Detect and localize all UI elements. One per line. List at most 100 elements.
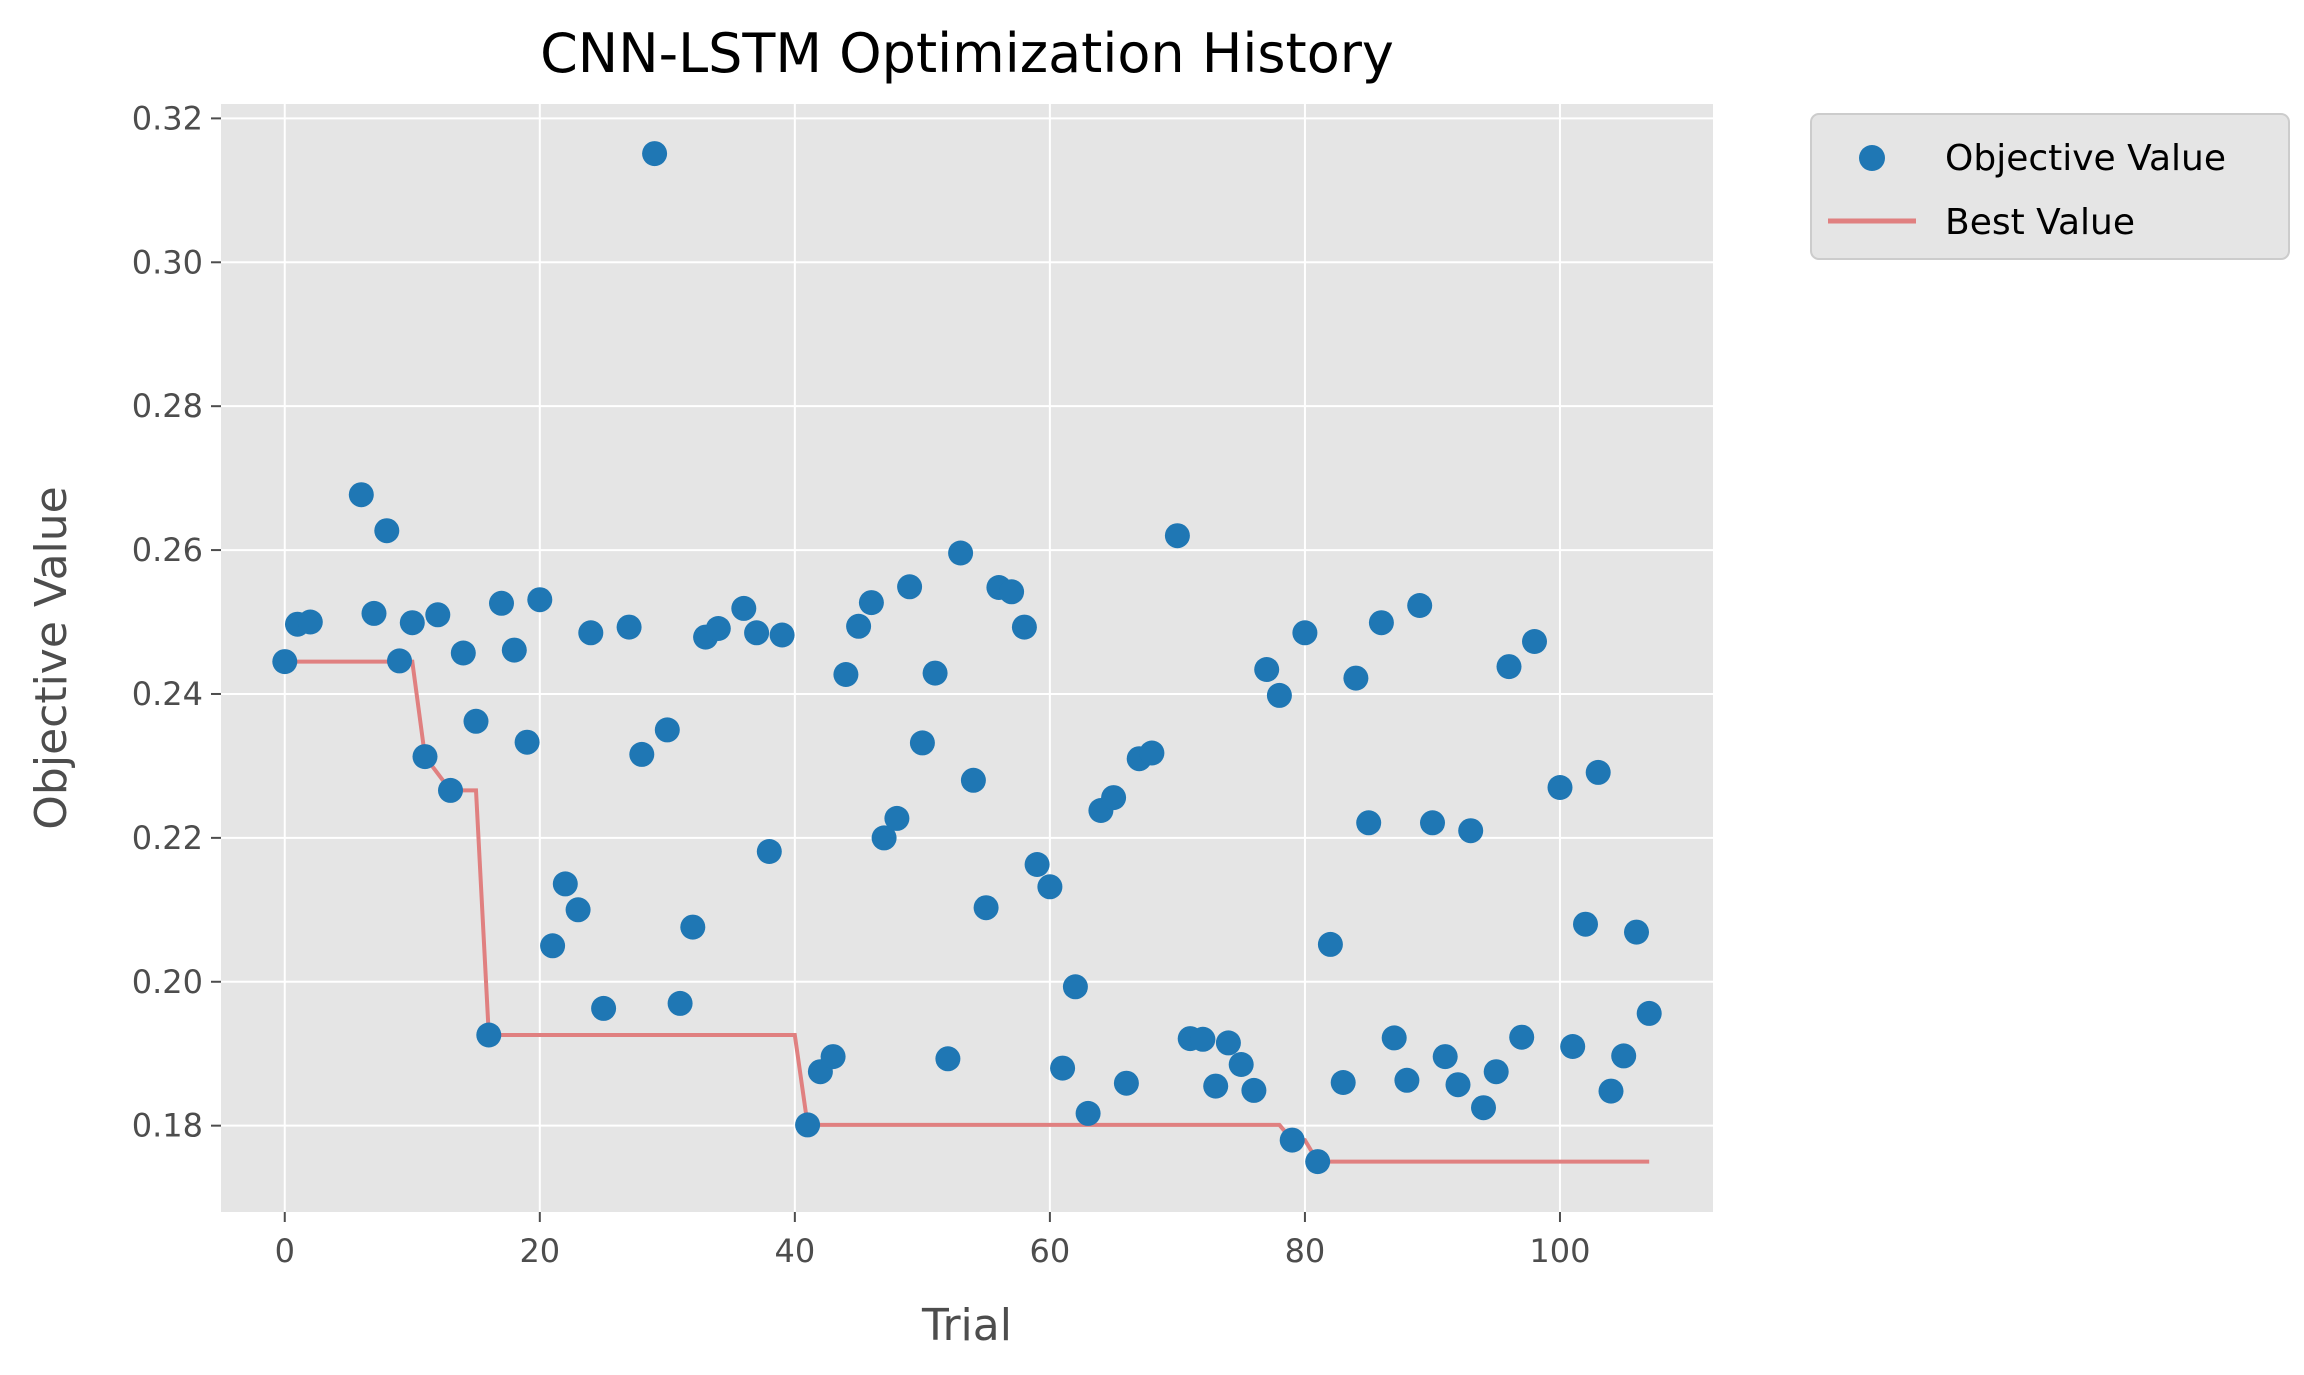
objective-point: [387, 648, 412, 674]
objective-point: [463, 708, 489, 734]
objective-points-layer: [272, 141, 1662, 1175]
objective-point: [858, 590, 884, 616]
objective-point: [501, 637, 527, 663]
grid-lines: [221, 104, 1713, 1212]
objective-point: [948, 540, 974, 566]
objective-point: [1113, 1070, 1139, 1096]
objective-point: [297, 609, 323, 635]
objective-point: [1368, 610, 1394, 636]
legend-label-best-value: Best Value: [1945, 202, 2135, 243]
objective-point: [1611, 1043, 1637, 1069]
objective-point: [1407, 593, 1433, 618]
objective-point: [705, 616, 731, 641]
objective-point: [731, 595, 757, 621]
objective-point: [1381, 1025, 1407, 1051]
objective-point: [1496, 654, 1522, 680]
objective-point: [935, 1046, 961, 1072]
objective-point: [922, 660, 948, 686]
objective-point: [1343, 665, 1369, 691]
objective-point: [897, 574, 923, 600]
objective-point: [667, 990, 693, 1016]
objective-point: [629, 741, 655, 767]
chart-title: CNN-LSTM Optimization History: [540, 22, 1394, 85]
y-tick-label: 0.26: [132, 531, 203, 569]
objective-point: [999, 579, 1025, 605]
objective-point: [1292, 620, 1318, 646]
objective-point: [1636, 1000, 1662, 1026]
objective-point: [1254, 657, 1280, 682]
objective-point: [744, 620, 770, 646]
objective-point: [1598, 1078, 1624, 1104]
x-tick-label: 20: [519, 1232, 560, 1270]
legend-label-objective-value: Objective Value: [1945, 138, 2226, 179]
y-tick-label: 0.18: [132, 1107, 203, 1145]
objective-point: [578, 620, 604, 646]
legend: Objective Value Best Value: [1810, 113, 2290, 260]
objective-point: [833, 662, 859, 687]
objective-point: [1560, 1034, 1586, 1059]
objective-point: [1356, 810, 1382, 836]
objective-point: [1062, 974, 1088, 1000]
objective-point: [654, 717, 680, 743]
objective-point: [374, 518, 400, 544]
objective-point: [642, 141, 668, 167]
objective-point: [680, 914, 706, 940]
objective-point: [514, 729, 540, 755]
objective-point: [1266, 682, 1292, 708]
objective-point: [1547, 775, 1573, 800]
y-tick-label: 0.30: [132, 243, 203, 281]
y-tick-label: 0.20: [132, 963, 203, 1001]
objective-point: [476, 1022, 502, 1048]
objective-point: [871, 825, 897, 851]
x-tick-label: 100: [1529, 1232, 1590, 1270]
objective-point: [1203, 1073, 1229, 1099]
objective-point: [1215, 1030, 1241, 1056]
y-tick-label: 0.22: [132, 819, 203, 857]
y-tick-label: 0.28: [132, 387, 203, 425]
objective-point: [1037, 874, 1063, 900]
x-tick-label: 40: [774, 1232, 815, 1270]
objective-point: [1394, 1067, 1420, 1093]
objective-point: [1509, 1024, 1535, 1050]
x-tick-label: 0: [275, 1232, 295, 1270]
objective-point: [884, 805, 910, 831]
objective-point: [399, 610, 425, 636]
objective-point: [756, 839, 782, 864]
objective-point: [1445, 1072, 1471, 1098]
objective-point: [591, 995, 617, 1021]
objective-point: [795, 1112, 821, 1138]
objective-point: [616, 614, 642, 640]
objective-point: [1024, 852, 1050, 877]
objective-point: [820, 1044, 846, 1070]
objective-point: [1585, 759, 1611, 785]
objective-point: [565, 897, 591, 923]
objective-point: [348, 482, 374, 508]
objective-point: [412, 744, 438, 770]
objective-point: [1458, 818, 1484, 844]
objective-point: [1330, 1070, 1356, 1095]
objective-point: [1317, 931, 1343, 957]
objective-point: [973, 895, 999, 921]
objective-point: [1139, 740, 1165, 766]
legend-scatter-marker: [1859, 145, 1885, 171]
objective-point: [1522, 629, 1547, 654]
objective-point: [1305, 1149, 1331, 1175]
objective-point: [1483, 1059, 1509, 1085]
objective-point: [1279, 1127, 1305, 1153]
plot-area: [221, 104, 1713, 1212]
objective-point: [272, 649, 298, 675]
y-axis-label: Objective Value: [26, 486, 77, 829]
y-tick-label: 0.32: [132, 99, 203, 137]
objective-point: [1624, 919, 1649, 945]
x-tick-label: 60: [1030, 1232, 1071, 1270]
objective-point: [1190, 1026, 1216, 1052]
objective-point: [1471, 1095, 1496, 1121]
x-tick-label: 80: [1285, 1232, 1326, 1270]
objective-point: [1011, 614, 1037, 640]
objective-point: [1228, 1052, 1254, 1077]
objective-point: [1050, 1055, 1076, 1081]
objective-point: [527, 587, 553, 613]
objective-point: [450, 640, 476, 666]
objective-point: [1075, 1100, 1101, 1126]
